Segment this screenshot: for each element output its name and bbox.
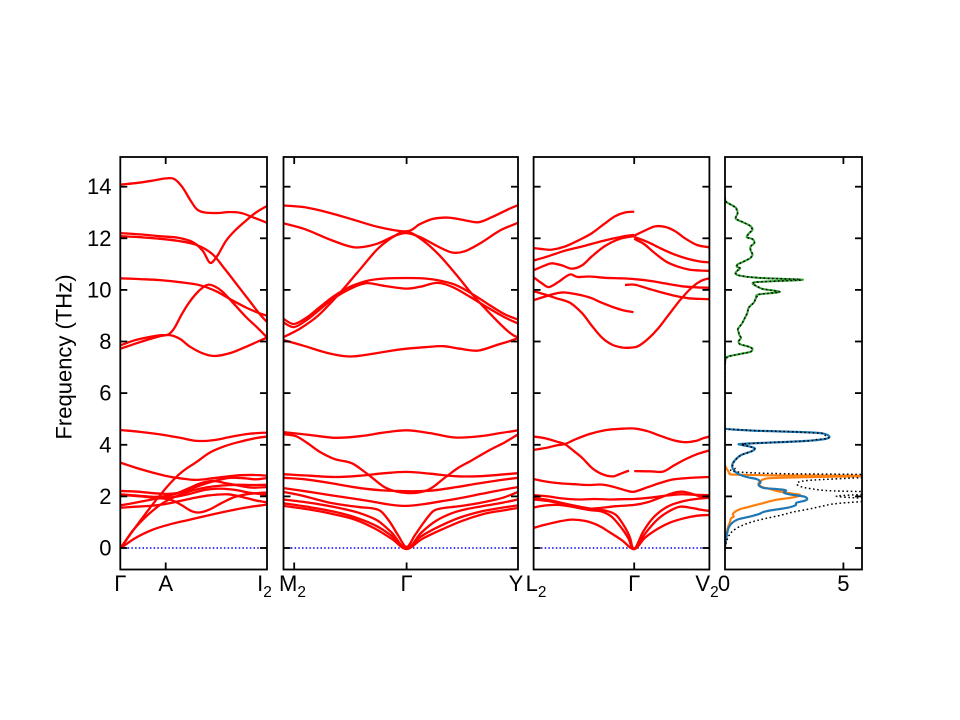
svg-text:6: 6 [99,381,111,406]
svg-text:8: 8 [99,329,111,354]
svg-text:Frequency (THz): Frequency (THz) [52,274,77,439]
svg-text:Γ: Γ [628,571,640,596]
svg-text:12: 12 [87,226,111,251]
svg-text:4: 4 [99,432,111,457]
svg-text:5: 5 [837,571,849,596]
svg-text:0: 0 [99,536,111,561]
svg-text:Γ: Γ [401,571,413,596]
svg-text:Y: Y [509,571,524,596]
svg-text:2: 2 [99,484,111,509]
svg-text:A: A [158,571,173,596]
svg-text:Γ: Γ [114,571,126,596]
svg-text:10: 10 [87,277,111,302]
svg-text:0: 0 [718,571,730,596]
svg-text:14: 14 [87,174,111,199]
